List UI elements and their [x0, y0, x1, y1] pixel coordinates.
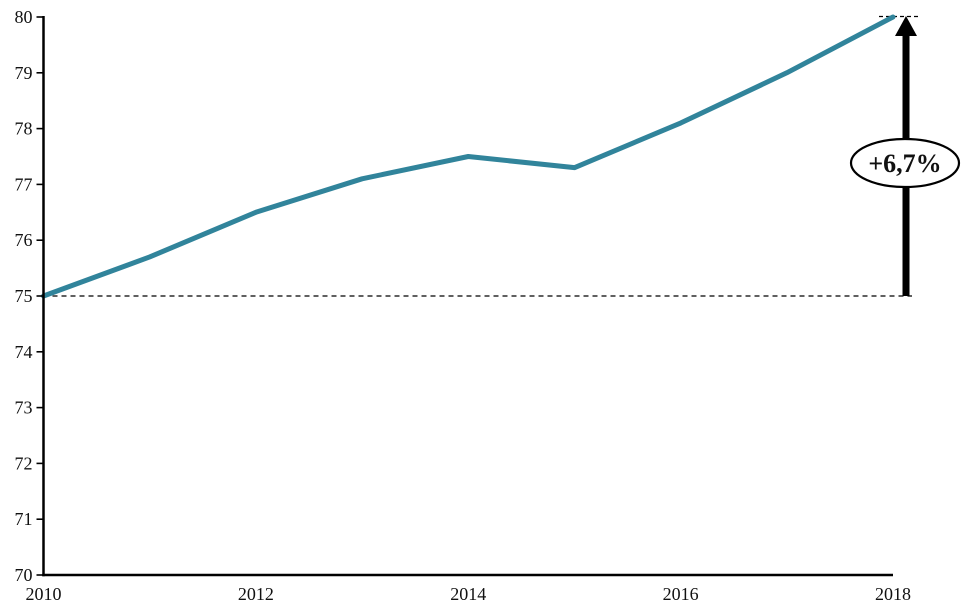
- y-tick-label: 74: [15, 342, 33, 362]
- x-tick-label: 2010: [26, 584, 62, 604]
- y-tick-label: 78: [15, 119, 33, 139]
- y-tick-label: 75: [15, 286, 33, 306]
- annotation-ellipse: [849, 137, 961, 189]
- x-tick-label: 2018: [875, 584, 911, 604]
- y-tick-label: 72: [15, 453, 33, 473]
- y-tick-label: 76: [15, 230, 33, 250]
- y-tick-label: 77: [15, 174, 33, 194]
- y-tick-label: 80: [15, 7, 33, 27]
- annotation-label: +6,7%: [868, 149, 941, 178]
- x-tick-label: 2016: [663, 584, 699, 604]
- y-tick-label: 79: [15, 63, 33, 83]
- y-tick-label: 70: [15, 565, 33, 585]
- x-tick-label: 2012: [238, 584, 274, 604]
- y-tick-label: 71: [15, 509, 33, 529]
- data-line: [41, 14, 896, 299]
- growth-arrow-head: [895, 16, 917, 36]
- y-tick-label: 73: [15, 398, 33, 418]
- x-tick-label: 2014: [450, 584, 486, 604]
